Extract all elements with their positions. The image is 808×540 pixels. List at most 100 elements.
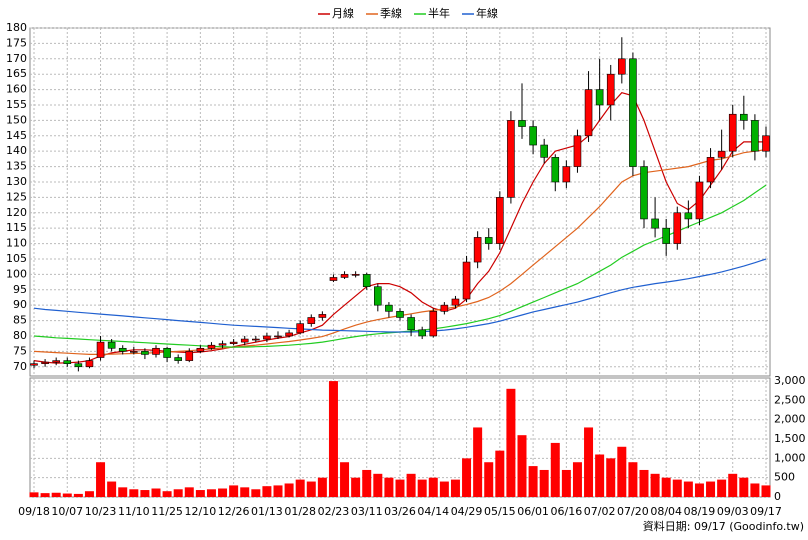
volume-bar (439, 481, 449, 497)
candle-body (496, 197, 504, 244)
y-tick-label: 100 (6, 267, 27, 280)
legend-label: 季線 (380, 6, 402, 20)
y2-tick-label: 3,000 (774, 374, 806, 387)
candle-body (74, 363, 83, 368)
candle-body (518, 120, 526, 127)
candle-body (606, 73, 615, 106)
y2-tick-label: 0 (774, 490, 781, 503)
volume-bar (550, 442, 560, 497)
volume-bar (218, 488, 228, 497)
candle-body (96, 341, 105, 358)
volume-bar (572, 462, 582, 497)
candle-body (240, 338, 249, 343)
x-tick-label: 04/14 (417, 505, 449, 518)
y-tick-label: 80 (13, 329, 27, 342)
y-tick-label: 180 (6, 21, 27, 34)
candle-body (141, 351, 149, 355)
y-tick-label: 170 (6, 52, 27, 65)
volume-bar (184, 487, 194, 497)
candle-body (740, 113, 748, 121)
legend-label: 半年 (428, 6, 450, 20)
candle-body (640, 166, 648, 220)
x-tick-label: 08/04 (650, 505, 682, 518)
candle-body (529, 126, 537, 146)
volume-bar (73, 493, 83, 497)
volume-bar (450, 479, 460, 497)
volume-bar (206, 489, 216, 497)
candle-body (374, 286, 382, 306)
x-tick-label: 08/19 (684, 505, 716, 518)
candle-body (551, 157, 560, 183)
x-tick-label: 06/01 (517, 505, 549, 518)
x-tick-label: 07/20 (617, 505, 649, 518)
volume-bar (162, 491, 172, 497)
volume-bar (129, 489, 139, 497)
volume-bar (694, 483, 704, 497)
candle-body (130, 351, 138, 353)
y-tick-label: 130 (6, 175, 27, 188)
candle-body (285, 332, 293, 337)
volume-bar (517, 435, 527, 497)
x-tick-label: 03/11 (351, 505, 383, 518)
volume-bar (262, 486, 272, 497)
candle-body (52, 360, 60, 363)
candle-body (218, 343, 227, 346)
volume-bar (29, 492, 39, 497)
volume-bar (628, 462, 638, 497)
volume-bar (251, 489, 261, 497)
volume-bar (761, 485, 771, 497)
volume-bar (51, 492, 61, 497)
x-tick-label: 12/10 (185, 505, 217, 518)
volume-bar (173, 489, 183, 497)
candle-body (229, 341, 238, 344)
candle-body (329, 277, 338, 281)
candle-body (196, 347, 205, 352)
candle-body (362, 274, 371, 287)
candle-body (717, 150, 726, 158)
y-tick-label: 110 (6, 237, 27, 250)
volume-bar (62, 493, 72, 497)
x-tick-label: 01/13 (251, 505, 283, 518)
candle-body (418, 329, 426, 337)
volume-bar (229, 485, 239, 497)
volume-bar (107, 481, 117, 497)
candle-body (263, 335, 271, 340)
volume-bar (417, 479, 427, 497)
candle-body (462, 261, 471, 300)
y-tick-label: 160 (6, 83, 27, 96)
volume-bar (473, 427, 483, 497)
y2-tick-label: 2,000 (774, 413, 806, 426)
candle-body (728, 113, 737, 152)
candle-body (30, 363, 38, 366)
y-tick-label: 75 (13, 344, 27, 357)
volume-bar (428, 477, 438, 497)
x-tick-label: 10/07 (51, 505, 83, 518)
volume-bar (195, 490, 205, 497)
candle-body (85, 360, 94, 368)
volume-bar (240, 487, 250, 497)
volume-bar (561, 469, 571, 497)
volume-bar (661, 477, 671, 497)
candle-body (41, 361, 49, 364)
x-tick-label: 11/10 (118, 505, 150, 518)
candle-body (651, 218, 659, 229)
candle-body (340, 274, 349, 278)
volume-bar (528, 466, 538, 497)
y-tick-label: 90 (13, 298, 27, 311)
candle-body (751, 120, 759, 152)
volume-bar (373, 473, 383, 497)
y-tick-label: 165 (6, 67, 27, 80)
candle-body (673, 212, 682, 244)
volume-bar (140, 490, 150, 497)
candle-body (484, 237, 493, 244)
x-tick-label: 11/25 (151, 505, 183, 518)
volume-bar (340, 462, 350, 497)
volume-bar (96, 462, 106, 497)
volume-bar (506, 388, 516, 497)
volume-bar (306, 481, 316, 497)
y2-tick-label: 500 (774, 471, 795, 484)
volume-bar (717, 479, 727, 497)
y-tick-label: 105 (6, 252, 27, 265)
candle-body (562, 166, 571, 183)
